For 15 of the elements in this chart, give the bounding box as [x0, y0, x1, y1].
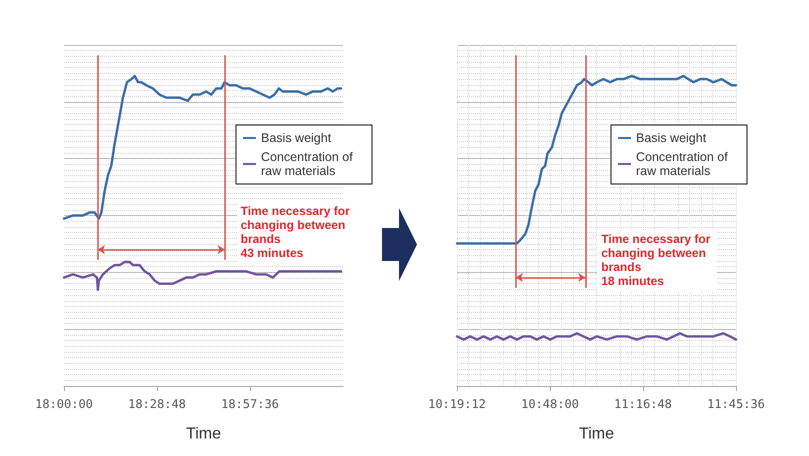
x-tick-label: 18:00:00 [35, 397, 93, 411]
x-tick-label: 10:48:00 [521, 397, 579, 411]
legend-label: Concentration of raw materials [261, 150, 356, 178]
annotation: Time necessary for changing between brands 43 minutes [236, 202, 357, 262]
x-axis-title: Time [579, 426, 614, 442]
x-tick-label: 11:45:36 [707, 397, 765, 411]
x-tick-label: 18:57:36 [221, 397, 279, 411]
x-axis-title: Time [186, 426, 222, 442]
legend-label: Concentration of raw materials [636, 150, 732, 178]
annotation: Time necessary for changing between brands 18 minutes [597, 230, 718, 290]
x-tick-label: 10:19:12 [428, 397, 486, 411]
x-tick-label: 11:16:48 [614, 397, 672, 411]
x-tick-label: 18:28:48 [128, 397, 186, 411]
legend-label: Basis weight [261, 131, 332, 145]
legend-label: Basis weight [636, 131, 707, 145]
